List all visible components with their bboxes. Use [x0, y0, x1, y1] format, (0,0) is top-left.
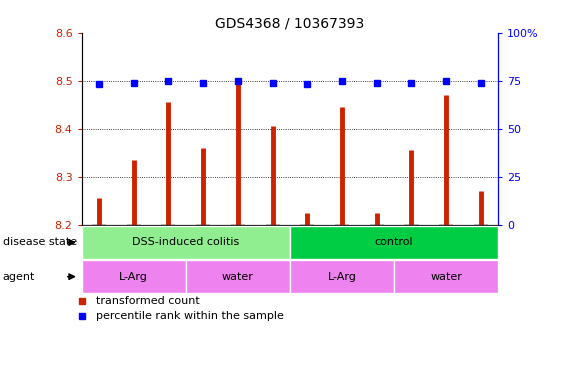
Text: agent: agent [3, 271, 35, 282]
Text: transformed count: transformed count [96, 296, 199, 306]
Text: DSS-induced colitis: DSS-induced colitis [132, 237, 239, 248]
Bar [394, 260, 498, 293]
Text: control: control [375, 237, 413, 248]
Text: disease state: disease state [3, 237, 77, 248]
Bar [82, 226, 290, 259]
Text: water: water [222, 271, 254, 282]
Text: L-Arg: L-Arg [119, 271, 148, 282]
Title: GDS4368 / 10367393: GDS4368 / 10367393 [215, 16, 365, 30]
Text: L-Arg: L-Arg [328, 271, 356, 282]
Bar [290, 260, 394, 293]
Bar [290, 226, 498, 259]
Text: water: water [430, 271, 462, 282]
Text: percentile rank within the sample: percentile rank within the sample [96, 311, 284, 321]
Bar [186, 260, 290, 293]
Bar [82, 260, 186, 293]
